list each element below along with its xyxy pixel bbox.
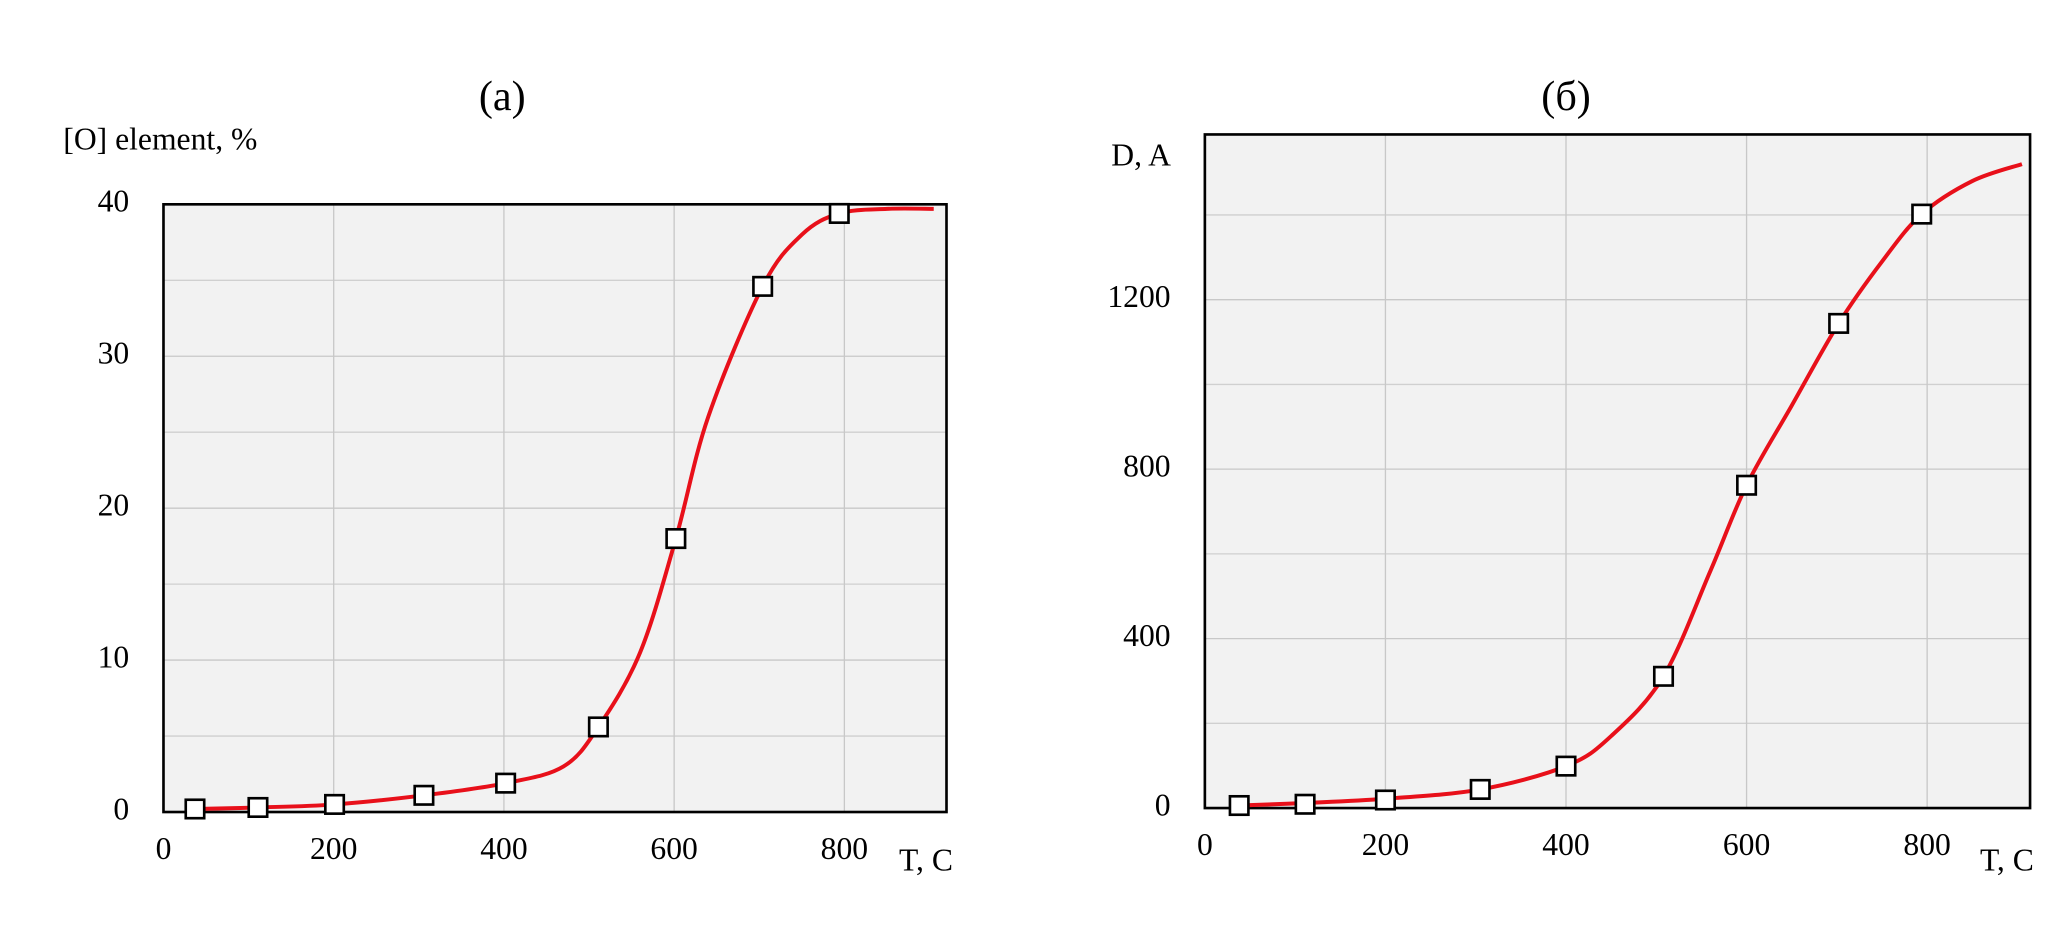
x-axis-label: T, C — [899, 843, 953, 878]
plot-area — [1204, 134, 2031, 809]
marker — [247, 796, 269, 819]
marker — [1736, 474, 1758, 496]
y-tick-label: 40 — [98, 184, 130, 219]
y-tick-label: 800 — [1123, 448, 1170, 483]
marker — [1294, 793, 1316, 815]
marker — [752, 275, 774, 297]
marker — [1652, 665, 1675, 687]
marker — [587, 716, 609, 738]
marker — [413, 784, 435, 806]
plot-frame — [162, 203, 948, 814]
curve — [194, 206, 934, 811]
y-tick-label: 10 — [98, 639, 130, 674]
marker — [324, 793, 346, 815]
marker — [1469, 778, 1491, 800]
x-tick-label: 600 — [1723, 827, 1770, 862]
y-tick-label: 20 — [98, 487, 130, 522]
curve — [1239, 162, 2023, 808]
y-tick-label: 0 — [113, 791, 129, 826]
marker — [1828, 312, 1850, 334]
y-tick-label: 400 — [1123, 618, 1170, 653]
chart-title: (а) — [479, 73, 526, 120]
x-tick-label: 800 — [1903, 827, 1950, 862]
x-axis-label: T, C — [1980, 843, 2034, 878]
marker — [495, 772, 517, 794]
marker — [1911, 203, 1933, 225]
y-axis-label: D, A — [1111, 137, 1171, 172]
x-tick-label: 0 — [1197, 827, 1213, 862]
marker — [1228, 794, 1250, 817]
x-tick-label: 200 — [310, 831, 357, 866]
plot-frame — [1203, 133, 2032, 810]
x-tick-label: 800 — [821, 831, 868, 866]
y-tick-label: 0 — [1155, 787, 1171, 822]
x-tick-label: 600 — [650, 831, 697, 866]
marker — [184, 798, 206, 820]
x-tick-label: 0 — [156, 831, 172, 866]
y-tick-label: 1200 — [1107, 279, 1170, 314]
marker — [828, 202, 850, 224]
marker — [1555, 755, 1577, 777]
chart-title: (б) — [1541, 73, 1591, 120]
y-tick-label: 30 — [98, 336, 130, 371]
marker — [1374, 789, 1396, 811]
x-tick-label: 400 — [480, 831, 527, 866]
marker — [665, 528, 687, 550]
x-tick-label: 400 — [1542, 827, 1589, 862]
x-tick-label: 200 — [1362, 827, 1409, 862]
y-axis-label: [O] element, % — [63, 122, 257, 157]
